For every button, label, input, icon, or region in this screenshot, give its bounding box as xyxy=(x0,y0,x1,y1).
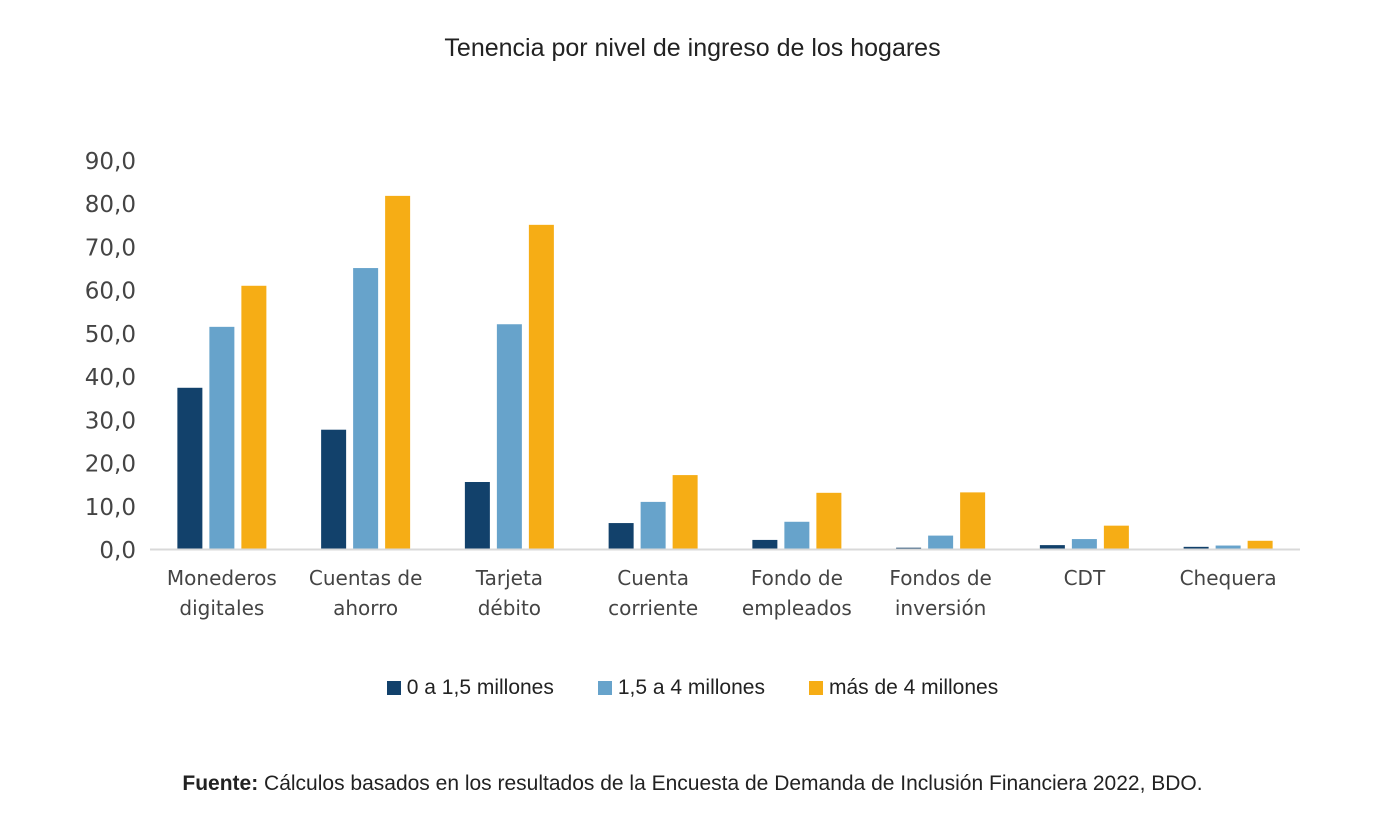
bar xyxy=(241,285,267,549)
bar xyxy=(177,387,203,549)
bar xyxy=(464,482,490,549)
y-tick-label: 80,0 xyxy=(85,192,136,218)
bar xyxy=(672,475,698,549)
bar xyxy=(752,539,778,549)
x-tick-label: Monederos xyxy=(167,566,277,590)
legend-label: más de 4 millones xyxy=(828,676,999,699)
x-tick-label: corriente xyxy=(608,596,698,620)
legend: 0 a 1,5 millones 1,5 a 4 millones más de… xyxy=(0,676,1385,700)
legend-item: 0 a 1,5 millones xyxy=(386,676,554,700)
x-tick-label: Tarjeta xyxy=(475,566,543,590)
y-tick-label: 10,0 xyxy=(85,495,136,521)
bar xyxy=(640,501,666,549)
bar xyxy=(353,268,379,549)
source-label: Fuente: xyxy=(182,772,259,795)
x-tick-label: empleados xyxy=(742,596,852,620)
legend-swatch xyxy=(597,681,612,695)
x-tick-label: Fondos de xyxy=(889,566,991,590)
bar xyxy=(528,224,554,550)
x-tick-label: Cuentas de xyxy=(309,566,423,590)
legend-swatch xyxy=(808,681,823,695)
legend-item: más de 4 millones xyxy=(808,676,999,700)
bar xyxy=(1103,525,1129,549)
bar xyxy=(608,523,634,549)
bar xyxy=(209,326,235,549)
y-tick-label: 50,0 xyxy=(85,322,136,348)
y-tick-label: 20,0 xyxy=(85,452,136,478)
bar xyxy=(1071,539,1097,549)
bar-chart: 0,0 10,0 20,0 30,0 40,0 50,0 60,0 70,0 80,0 90,0 M… xyxy=(85,149,1300,620)
chart-title: Tenencia por nivel de ingreso de los hog… xyxy=(444,34,941,62)
bar xyxy=(960,492,986,549)
bar xyxy=(1215,545,1241,549)
bar xyxy=(321,429,347,549)
x-tick-label: inversión xyxy=(895,596,986,620)
bar xyxy=(784,521,810,549)
x-tick-label: Fondo de xyxy=(751,566,843,590)
y-tick-label: 60,0 xyxy=(85,279,136,305)
bar xyxy=(1039,545,1065,549)
source-note: Fuente: Cálculos basados en los resultad… xyxy=(0,772,1385,796)
bar xyxy=(1247,540,1273,549)
legend-item: 1,5 a 4 millones xyxy=(597,676,765,700)
bar xyxy=(816,492,842,549)
x-tick-label: digitales xyxy=(179,596,264,620)
bar xyxy=(1183,546,1209,549)
x-tick-label: Chequera xyxy=(1180,566,1277,590)
x-tick-label: ahorro xyxy=(333,596,398,620)
y-tick-label: 30,0 xyxy=(85,408,136,434)
bar xyxy=(385,195,411,549)
y-tick-label: 40,0 xyxy=(85,365,136,391)
y-tick-label: 0,0 xyxy=(99,538,136,564)
x-tick-label: Cuenta xyxy=(617,566,689,590)
x-tick-label: débito xyxy=(478,596,541,620)
y-tick-label: 70,0 xyxy=(85,235,136,261)
legend-label: 0 a 1,5 millones xyxy=(406,676,554,699)
x-tick-label: CDT xyxy=(1064,566,1106,590)
bar xyxy=(928,535,954,549)
bar xyxy=(496,324,522,549)
legend-label: 1,5 a 4 millones xyxy=(617,676,765,699)
bar xyxy=(896,547,922,549)
y-tick-label: 90,0 xyxy=(85,149,136,175)
source-text: Cálculos basados en los resultados de la… xyxy=(258,772,1203,795)
legend-swatch xyxy=(386,681,401,695)
